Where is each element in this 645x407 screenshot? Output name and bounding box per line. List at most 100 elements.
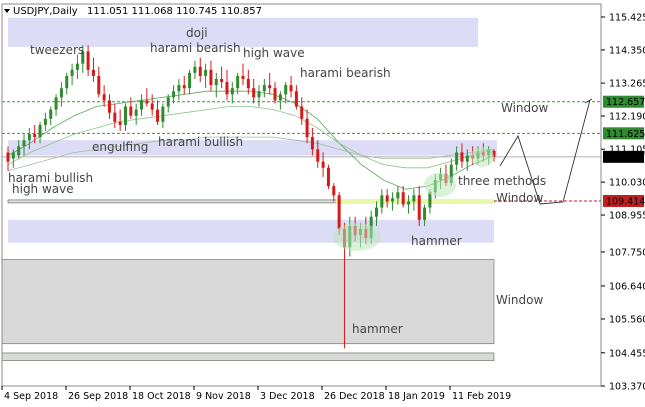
candle-body (118, 121, 122, 125)
candle-body (492, 150, 496, 157)
pattern-label: doji (186, 26, 208, 40)
candle-body (455, 152, 459, 165)
candle-body (49, 109, 53, 119)
pattern-label: high wave (12, 182, 74, 196)
candle-body (102, 94, 106, 101)
candle-body (97, 75, 101, 95)
candle-body (262, 85, 266, 92)
y-tick-label: 115.425 (609, 13, 645, 24)
candle-body (465, 155, 469, 162)
pattern-label: Window (501, 101, 549, 115)
candle-body (33, 134, 37, 138)
candle-body (316, 149, 320, 162)
projection-path (499, 99, 591, 205)
candle-body (375, 207, 379, 217)
x-tick-label: 3 Dec 2018 (260, 391, 315, 402)
ohlc-values: 111.051 111.068 110.745 110.857 (87, 6, 262, 17)
pattern-label: Window (496, 293, 544, 307)
candle-body (380, 195, 384, 208)
candle-body (460, 152, 464, 162)
candle-body (145, 100, 149, 104)
candle-body (17, 146, 21, 156)
y-tick-label: 113.265 (609, 79, 645, 90)
candle-body (300, 106, 304, 119)
candle-body (332, 186, 336, 196)
x-tick-label: 26 Sep 2018 (68, 391, 128, 402)
candle-body (193, 66, 197, 73)
candle-body (11, 152, 15, 159)
candle-body (75, 63, 79, 70)
y-tick-label: 112.190 (609, 112, 645, 123)
pattern-label: tweezers (30, 43, 84, 57)
moving-average-line (7, 106, 495, 169)
time-axis: 4 Sep 2018 26 Sep 2018 18 Oct 2018 9 Nov 20… (1, 386, 511, 402)
symbol-header: USDJPY,Daily 111.051 111.068 110.745 110… (4, 6, 262, 17)
moving-average-line (7, 90, 495, 190)
projection-layer (333, 98, 593, 251)
candle-body (337, 195, 341, 229)
level-label-text: 109.414 (606, 196, 645, 207)
projection-arrowhead (584, 98, 593, 104)
candle-body (310, 137, 314, 150)
x-tick-label: 11 Feb 2019 (452, 391, 511, 402)
candle-body (230, 88, 234, 95)
candle-body (113, 112, 117, 122)
candle-body (289, 85, 293, 92)
candle-body (166, 97, 170, 107)
y-tick-label: 107.750 (609, 247, 645, 258)
level-label-box (603, 127, 644, 140)
candle-body (449, 164, 453, 184)
level-label-box (603, 95, 644, 108)
level-label-box (603, 150, 644, 163)
zone-blue (8, 17, 478, 47)
candle-body (273, 88, 277, 101)
y-tick-label: 108.955 (609, 211, 645, 222)
moving-average-line (7, 136, 495, 172)
pattern-label: high wave (243, 46, 305, 60)
level-labels: 112.657 111.625 110.857 109.414 (603, 95, 645, 207)
level-lines-layer (2, 101, 601, 202)
zone-grey (1, 259, 495, 345)
candle-body (396, 192, 400, 199)
candle-body (401, 192, 405, 205)
candle-body (326, 167, 330, 187)
candle-body (391, 198, 395, 202)
candle-body (417, 195, 421, 220)
candle-body (423, 207, 427, 220)
candle-body (225, 82, 229, 95)
candle-body (150, 103, 154, 110)
x-tick-label: 18 Oct 2018 (132, 391, 191, 402)
dropdown-triangle-icon[interactable] (4, 9, 10, 13)
level-label-text: 110.857 (606, 152, 645, 163)
candle-body (241, 75, 245, 79)
x-tick-label: 9 Nov 2018 (196, 391, 251, 402)
candle-body (252, 88, 256, 98)
hammer-highlight (333, 223, 381, 251)
pattern-label: hammer (411, 234, 462, 248)
pattern-label: three methods (458, 174, 546, 188)
candle-body (65, 75, 69, 89)
candle-body (91, 69, 95, 76)
candle-body (6, 152, 10, 162)
level-label-box (603, 194, 644, 207)
candle-body (198, 66, 202, 76)
x-tick-label: 26 Dec 2018 (324, 391, 385, 402)
candle-body (156, 109, 160, 122)
y-tick-label: 103.370 (609, 382, 645, 393)
candle-body (177, 85, 181, 92)
candle-body (268, 85, 272, 89)
candle-body (123, 106, 127, 125)
candle-body (188, 72, 192, 89)
candle-body (412, 195, 416, 202)
y-tick-label: 106.640 (609, 281, 645, 292)
candle-body (220, 78, 224, 83)
y-tick-label: 114.350 (609, 45, 645, 56)
pattern-label: harami bearish (300, 66, 391, 80)
candle-body (385, 195, 389, 202)
candle-body (59, 88, 63, 98)
candle-body (134, 109, 138, 116)
y-tick-label: 105.560 (609, 314, 645, 325)
candle-body (22, 140, 26, 147)
